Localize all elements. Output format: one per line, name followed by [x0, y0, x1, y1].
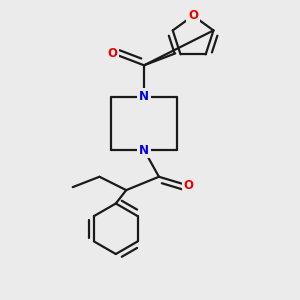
- Text: O: O: [108, 47, 118, 60]
- Text: O: O: [188, 9, 198, 22]
- Text: O: O: [184, 179, 194, 192]
- Text: N: N: [139, 143, 149, 157]
- Text: N: N: [139, 90, 149, 103]
